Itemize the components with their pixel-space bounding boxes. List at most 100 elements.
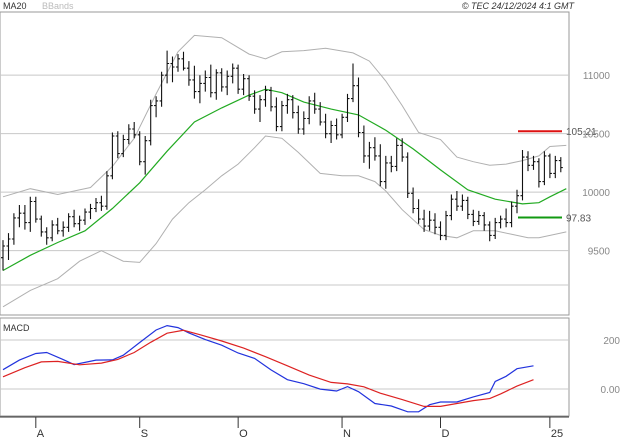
ohlc-bar (104, 171, 109, 210)
ohlc-bar (99, 195, 104, 211)
ohlc-bar (17, 205, 22, 228)
ohlc-bar (323, 113, 328, 139)
ohlc-bar (258, 95, 262, 122)
ohlc-bar (11, 213, 16, 245)
ohlc-bar (165, 50, 170, 84)
ohlc-bar (520, 150, 525, 201)
ohlc-bar (531, 155, 536, 170)
ohlc-bar (547, 153, 552, 179)
copyright-text: © TEC 24/12/2024 4:1 GMT (462, 1, 576, 11)
ohlc-bar (44, 227, 49, 245)
ohlc-bar (39, 215, 44, 237)
ohlc-bar (367, 141, 372, 169)
price-tick-label: 11000 (583, 71, 611, 82)
ohlc-bar (126, 124, 131, 145)
bband-lower-line (2, 135, 567, 308)
ohlc-bar (482, 212, 487, 231)
macd-axis-labels: 0.00 200 MACD (3, 323, 620, 396)
ohlc-bar (219, 68, 224, 92)
macd-line (2, 324, 534, 413)
macd-tick-label: 200 (603, 336, 620, 347)
ohlc-bar (33, 196, 38, 223)
ohlc-bar (110, 132, 115, 180)
ohlc-bars (1, 50, 563, 271)
ohlc-bar (61, 221, 66, 237)
ohlc-bar (252, 90, 257, 114)
ohlc-bar (433, 213, 437, 235)
price-panel-frame (0, 11, 570, 316)
ohlc-bar (329, 120, 334, 143)
ohlc-bar (301, 111, 306, 135)
ohlc-bar (115, 131, 120, 159)
ohlc-bar (509, 201, 514, 228)
ohlc-bar (553, 155, 558, 179)
ohlc-bar (542, 151, 547, 186)
ohlc-bar (334, 118, 339, 140)
ohlc-bar (170, 56, 175, 83)
bband-upper-line (2, 34, 567, 198)
bbands-legend-label: BBands (42, 1, 74, 11)
ohlc-bar (154, 96, 159, 118)
ohlc-bar (526, 151, 530, 172)
ohlc-bar (471, 209, 476, 227)
ohlc-bar (411, 187, 416, 214)
ohlc-bar (28, 196, 33, 232)
time-tick-label: A (37, 428, 45, 440)
ohlc-bar (536, 158, 541, 188)
ohlc-bar (460, 194, 465, 211)
ohlc-bar (285, 93, 290, 114)
ohlc-bar (422, 209, 427, 232)
ohlc-bar (389, 155, 394, 173)
ohlc-bar (77, 215, 82, 231)
ohlc-bar (22, 205, 27, 230)
ohlc-bar (263, 85, 268, 107)
ohlc-bar (296, 105, 301, 134)
ohlc-bar (132, 122, 137, 139)
ohlc-bar (121, 134, 126, 158)
ohlc-bar (181, 51, 186, 71)
ohlc-bar (356, 77, 361, 138)
price-tick-label: 9500 (588, 247, 611, 258)
ohlc-bar (186, 61, 191, 86)
ohlc-bar (493, 217, 498, 239)
time-axis: A S O N D 25 (35, 417, 563, 440)
ohlc-bar (143, 136, 148, 175)
ohlc-bar (176, 54, 180, 72)
ohlc-bar (94, 198, 98, 213)
ohlc-bar (416, 199, 421, 224)
macd-grid (0, 339, 569, 390)
ohlc-bar (236, 64, 241, 94)
ohlc-bar (405, 152, 410, 198)
price-levels: 105.21 97.83 (518, 127, 597, 225)
macd-panel-title: MACD (3, 323, 30, 333)
ohlc-bar (214, 69, 219, 100)
ohlc-bar (208, 64, 213, 98)
ohlc-bar (318, 102, 323, 126)
ohlc-bar (515, 189, 519, 214)
ohlc-bar (290, 95, 295, 119)
ma-legend-label: MA20 (3, 1, 27, 11)
price-tick-label: 10500 (582, 130, 610, 141)
ohlc-bar (498, 215, 503, 229)
macd-lines (2, 324, 534, 413)
ohlc-bar (438, 221, 443, 241)
resistance-label: 105.21 (566, 127, 597, 138)
ohlc-bar (361, 125, 366, 163)
ohlc-bar (225, 70, 230, 96)
ohlc-bar (247, 75, 252, 101)
ohlc-bar (50, 220, 55, 242)
ohlc-bar (148, 99, 153, 146)
ohlc-bar (383, 155, 388, 189)
macd-panel-frame (0, 317, 570, 417)
ohlc-bar (279, 100, 284, 132)
ohlc-bar (307, 96, 312, 125)
ohlc-bar (400, 138, 405, 162)
ohlc-bar (159, 71, 164, 107)
ohlc-bar (454, 191, 459, 211)
ohlc-bar (449, 194, 454, 221)
ohlc-bar (83, 208, 87, 225)
ohlc-bar (192, 65, 197, 99)
